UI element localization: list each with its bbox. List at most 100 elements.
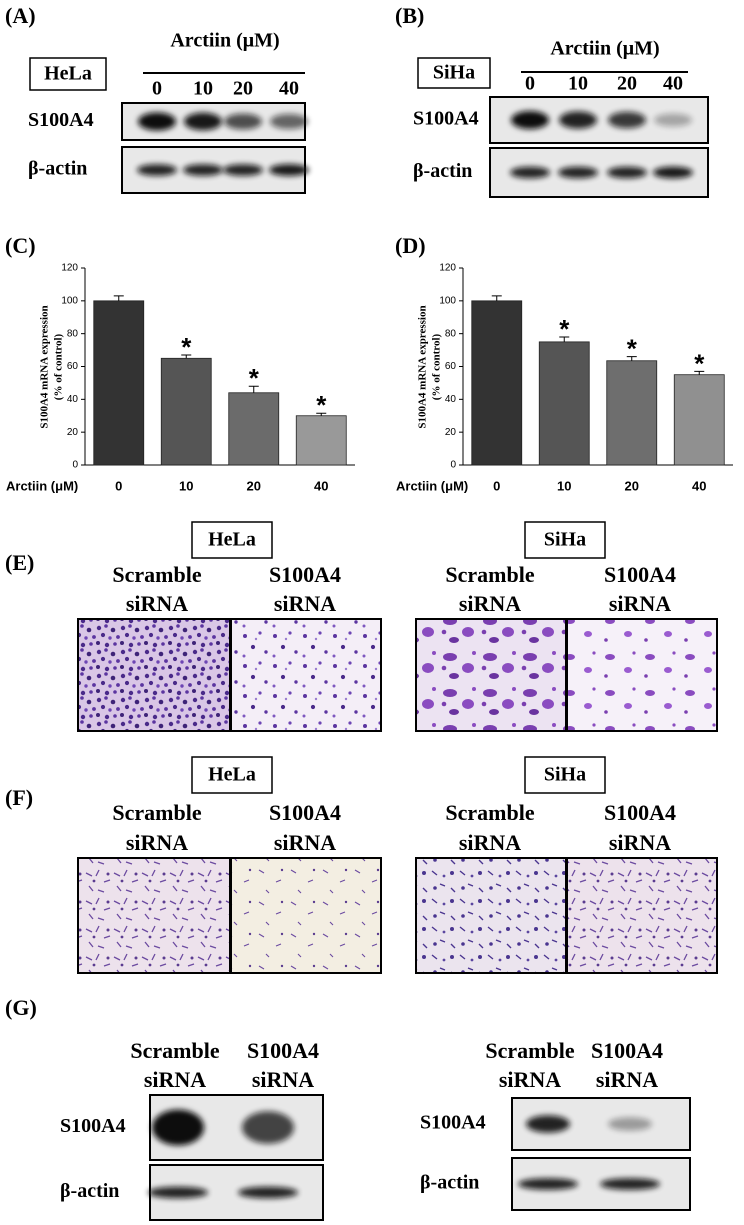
panel-label: (C) (5, 233, 36, 258)
blot-label: β-actin (413, 160, 472, 182)
x-tick-label: 20 (247, 478, 261, 493)
lane-label: 20 (233, 78, 253, 100)
cell-line: SiHa (544, 529, 586, 551)
cell-line: SiHa (433, 62, 475, 84)
y-axis-label: (% of control) (431, 333, 443, 400)
condition-label: Scramble (485, 1038, 574, 1063)
blot-label: β-actin (28, 158, 87, 180)
lane-label: 10 (193, 78, 213, 100)
x-tick-label: 40 (692, 478, 706, 493)
error-bar (181, 354, 192, 359)
condition-label: siRNA (126, 591, 188, 616)
condition-label: S100A4 (604, 562, 676, 587)
condition-label: siRNA (609, 591, 671, 616)
blot-label: S100A4 (60, 1115, 126, 1137)
panel-label: (D) (395, 233, 426, 258)
bar (471, 300, 523, 466)
micrograph (415, 618, 567, 732)
bar (295, 415, 347, 466)
x-tick-label: 10 (557, 478, 571, 493)
cell-line-box (191, 756, 273, 794)
blot-label: β-actin (60, 1180, 119, 1202)
y-tick-label: 40 (445, 394, 457, 405)
blot-band (238, 1186, 298, 1199)
significance-mark: * (627, 334, 638, 364)
condition-label: siRNA (596, 1067, 658, 1092)
lane-label: 40 (279, 78, 299, 100)
bar (606, 360, 658, 466)
blot-band (184, 112, 222, 131)
lane-label: 0 (152, 78, 162, 100)
y-tick-label: 0 (450, 460, 456, 471)
condition-label: siRNA (126, 830, 188, 855)
blot-band (224, 113, 262, 130)
blot-label: β-actin (420, 1172, 479, 1194)
bar (160, 357, 212, 466)
condition-label: siRNA (459, 591, 521, 616)
significance-mark: * (249, 363, 260, 393)
significance-mark: * (181, 332, 192, 362)
blot-band (607, 166, 647, 179)
y-tick-label: 60 (445, 361, 457, 372)
condition-label: S100A4 (247, 1038, 319, 1063)
y-tick-label: 20 (67, 427, 79, 438)
micrograph (566, 857, 718, 974)
condition-label: siRNA (144, 1067, 206, 1092)
x-tick-label: 20 (625, 478, 639, 493)
condition-label: siRNA (459, 830, 521, 855)
condition-label: Scramble (445, 562, 534, 587)
micrograph (77, 857, 231, 974)
condition-label: Scramble (445, 800, 534, 825)
blot-band (600, 1178, 660, 1190)
blot-label: S100A4 (420, 1112, 486, 1134)
micrograph (230, 618, 382, 732)
blot-band (654, 113, 692, 127)
lane-label: 0 (525, 73, 535, 95)
cell-line: HeLa (208, 764, 256, 786)
condition-label: S100A4 (591, 1038, 663, 1063)
error-bar (694, 370, 705, 375)
condition-label: Scramble (112, 800, 201, 825)
y-tick-label: 60 (67, 361, 79, 372)
error-bar (316, 412, 327, 416)
bar (228, 392, 280, 466)
panel-label: (A) (5, 3, 36, 28)
y-tick-label: 80 (67, 328, 79, 339)
micrograph (566, 618, 718, 732)
blot-band (526, 1115, 570, 1133)
y-tick-label: 100 (439, 295, 456, 306)
blot-band (183, 164, 223, 176)
cell-line-box (29, 57, 107, 91)
error-bar (626, 356, 637, 361)
condition-label: S100A4 (269, 800, 341, 825)
error-bar (113, 295, 124, 301)
x-tick-label: 40 (314, 478, 328, 493)
condition-label: siRNA (274, 830, 336, 855)
x-tick-label: 0 (115, 478, 122, 493)
cell-line-box (191, 521, 273, 559)
significance-mark: * (316, 390, 327, 420)
error-bar (559, 336, 570, 342)
error-bar (248, 385, 259, 393)
blot-band (152, 1109, 204, 1146)
lane-label: 40 (663, 73, 683, 95)
condition-label: S100A4 (269, 562, 341, 587)
panel-label: (B) (395, 3, 424, 28)
condition-label: Scramble (112, 562, 201, 587)
condition-label: siRNA (499, 1067, 561, 1092)
treatment-label: Arctiin (μM) (550, 38, 659, 60)
bar (538, 341, 590, 466)
y-axis-label: S100A4 mRNA expression (417, 305, 429, 428)
blot-band (270, 113, 308, 130)
blot-band (242, 1111, 294, 1144)
y-tick-label: 80 (445, 328, 457, 339)
condition-label: siRNA (274, 591, 336, 616)
blot-band (608, 111, 646, 129)
y-tick-label: 0 (72, 460, 78, 471)
blot-band (559, 111, 597, 129)
bar (673, 374, 725, 466)
x-axis-label: Arctiin (μM) (396, 478, 468, 493)
micrograph (230, 857, 382, 974)
y-tick-label: 20 (445, 427, 457, 438)
